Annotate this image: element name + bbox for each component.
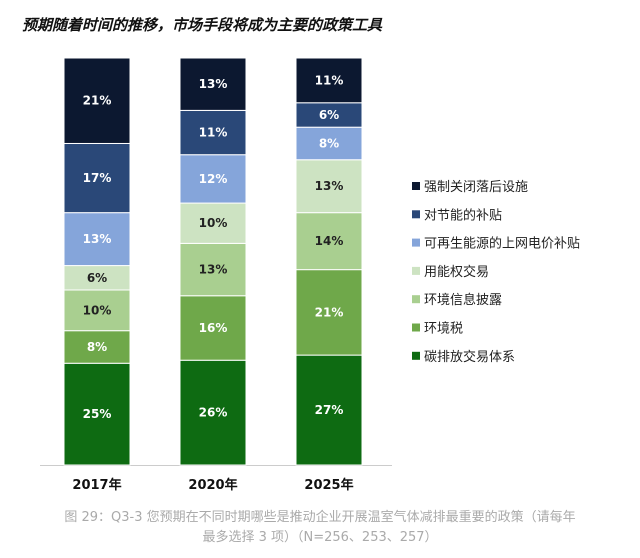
bar-segment (63, 142, 131, 214)
bar-segment (63, 330, 131, 364)
legend-swatch (412, 238, 420, 247)
data-label: 16% (199, 321, 228, 335)
bar-segment (179, 57, 247, 111)
data-label: 14% (315, 234, 344, 248)
bar-segment (179, 359, 247, 466)
data-label: 26% (199, 406, 228, 420)
figure-caption: 图 29：Q3-3 您预期在不同时期哪些是推动企业开展温室气体减排最重要的政策（… (0, 508, 640, 548)
data-label: 8% (87, 340, 107, 354)
bar-segment (63, 362, 131, 466)
data-label: 25% (83, 407, 112, 421)
bar-segment (295, 269, 363, 356)
data-label: 13% (315, 179, 344, 193)
legend-entry: 对节能的补贴 (424, 207, 502, 223)
bar-segment (179, 154, 247, 204)
legend-swatch (412, 295, 420, 304)
bar-segment (179, 109, 247, 156)
data-label: 11% (315, 73, 344, 87)
bar-segment (295, 57, 363, 104)
caption-line-1: 图 29：Q3-3 您预期在不同时期哪些是推动企业开展温室气体减排最重要的政策（… (64, 510, 576, 525)
x-tick-label: 2017年 (72, 477, 121, 493)
bar-segment (295, 159, 363, 214)
x-tick-label: 2020年 (188, 477, 237, 493)
data-label: 13% (199, 77, 228, 91)
legend-entry: 可再生能源的上网电价补贴 (424, 236, 580, 252)
data-label: 13% (199, 263, 228, 277)
bar-segment (179, 295, 247, 361)
data-label: 12% (199, 172, 228, 186)
data-label: 21% (315, 305, 344, 319)
bar-segment (179, 242, 247, 297)
data-label: 6% (87, 271, 107, 285)
stacked-bar-chart: 25% 8% 10% 6% 13% 17% 21% 2017年 26% 16% 13% 10% 12% 1… (40, 57, 580, 493)
data-label: 21% (83, 94, 112, 108)
legend-entry: 用能权交易 (424, 264, 489, 280)
bar-segment (295, 126, 363, 161)
legend-entry: 碳排放交易体系 (424, 349, 515, 365)
data-label: 10% (199, 216, 228, 230)
legend-swatch (412, 323, 420, 332)
bar-segment (295, 212, 363, 271)
legend-swatch (412, 351, 420, 360)
bar-segment (63, 57, 131, 144)
data-label: 11% (199, 126, 228, 140)
data-label: 6% (319, 108, 339, 122)
bar-segment (63, 265, 131, 291)
bar-segment (63, 212, 131, 267)
data-label: 10% (83, 303, 112, 317)
data-label: 8% (319, 136, 339, 150)
legend-entry: 环境税 (424, 322, 463, 337)
legend-entry: 环境信息披露 (424, 292, 502, 308)
chart-title: 预期随着时间的推移，市场手段将成为主要的政策工具 (22, 16, 383, 34)
legend-entry: 强制关闭落后设施 (424, 180, 528, 195)
bar-segment (63, 289, 131, 332)
caption-line-2: 最多选择 3 项）（N=256、253、257） (202, 530, 438, 545)
data-label: 13% (83, 232, 112, 246)
x-tick-label: 2025年 (304, 477, 353, 493)
bar-segment (295, 354, 363, 466)
legend-swatch (412, 210, 420, 219)
legend-swatch (412, 266, 420, 275)
data-label: 27% (315, 403, 344, 417)
legend-swatch (412, 182, 420, 190)
data-label: 17% (83, 171, 112, 185)
bar-segment (179, 202, 247, 244)
